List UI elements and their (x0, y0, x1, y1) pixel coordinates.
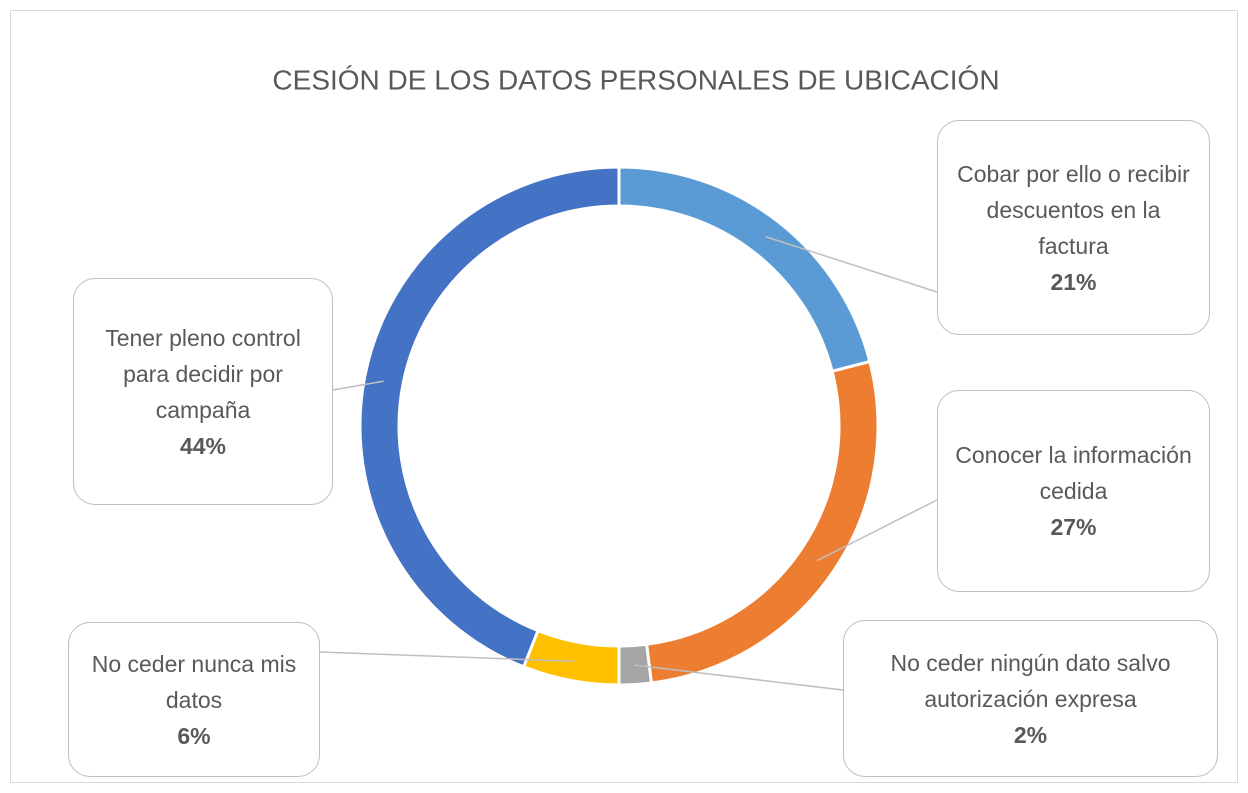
data-callout: Cobar por ello o recibir descuentos en l… (937, 120, 1210, 335)
data-callout: Tener pleno control para decidir por cam… (73, 278, 333, 505)
chart-frame (10, 10, 1238, 783)
value-label: 6% (177, 722, 211, 749)
value-label: 21% (1050, 268, 1097, 295)
value-label: 44% (179, 432, 227, 459)
data-callout: No ceder ningún dato salvo autorización … (843, 620, 1218, 777)
value-label: 27% (1050, 514, 1097, 540)
category-label: Cobar por ello o recibir descuentos en l… (957, 160, 1190, 259)
leader-line (633, 664, 844, 691)
category-label: Tener pleno control para decidir por cam… (105, 324, 301, 423)
category-label: No ceder ningún dato salvo autorización … (890, 649, 1171, 712)
leader-line (765, 236, 938, 293)
data-callout: No ceder nunca mis datos 6% (68, 622, 320, 777)
value-label: 2% (1013, 721, 1048, 748)
leader-line (319, 651, 575, 663)
donut-slice (617, 165, 872, 374)
leader-line (816, 499, 938, 562)
donut-slice (521, 628, 621, 687)
category-label: Conocer la información cedida (955, 442, 1192, 504)
leader-line (332, 380, 384, 391)
data-callout: Conocer la información cedida 27% (937, 390, 1210, 592)
donut-slice (358, 165, 621, 669)
category-label: No ceder nunca mis datos (91, 650, 297, 713)
chart-title: CESIÓN DE LOS DATOS PERSONALES DE UBICAC… (272, 64, 999, 95)
